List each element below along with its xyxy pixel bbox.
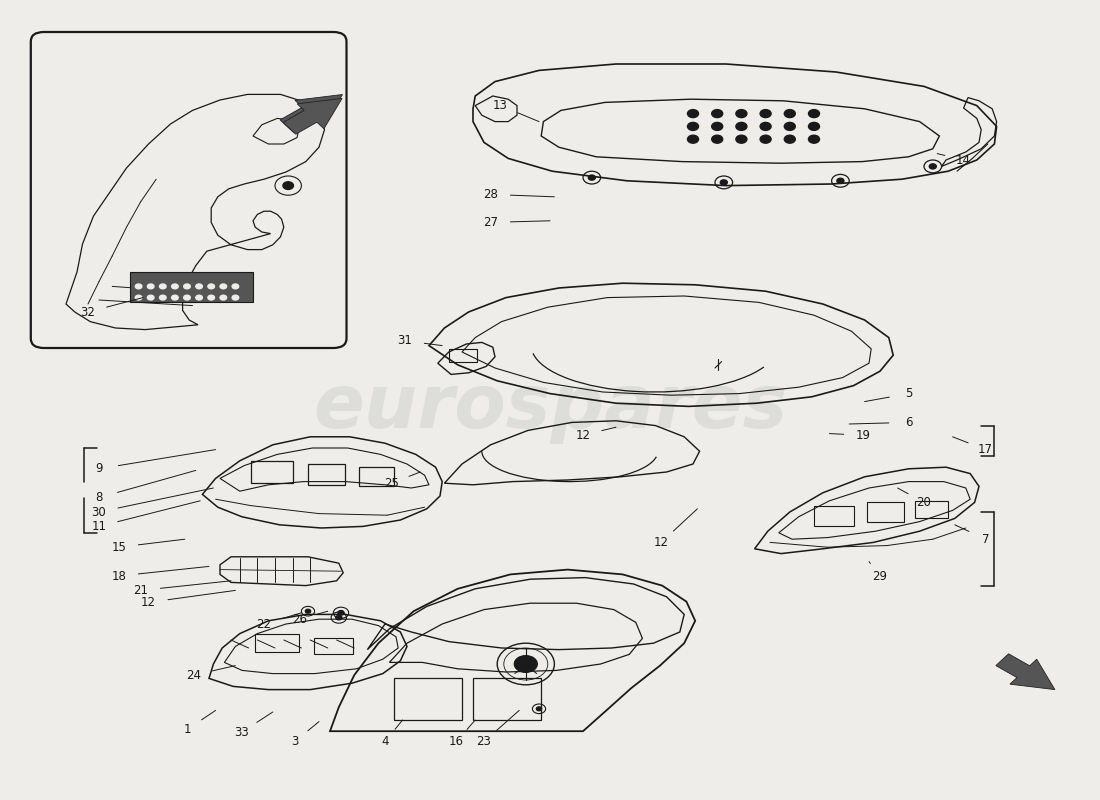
Circle shape	[196, 295, 202, 300]
Text: 13: 13	[493, 99, 508, 112]
Circle shape	[760, 135, 771, 143]
Circle shape	[712, 110, 723, 118]
Circle shape	[184, 284, 190, 289]
Circle shape	[208, 295, 214, 300]
Circle shape	[736, 110, 747, 118]
Text: 9: 9	[96, 462, 102, 475]
Bar	[255, 634, 299, 652]
Text: 7: 7	[982, 533, 989, 546]
Circle shape	[232, 284, 239, 289]
Circle shape	[160, 295, 166, 300]
Polygon shape	[996, 654, 1055, 690]
Text: 8: 8	[96, 491, 102, 504]
Text: 26: 26	[292, 613, 307, 626]
Polygon shape	[283, 98, 342, 134]
Text: 5: 5	[905, 387, 912, 400]
Bar	[394, 678, 462, 720]
Circle shape	[736, 122, 747, 130]
Circle shape	[784, 135, 795, 143]
Circle shape	[135, 295, 142, 300]
Bar	[449, 349, 477, 362]
Circle shape	[712, 122, 723, 130]
Polygon shape	[280, 94, 342, 132]
Text: eurospares: eurospares	[312, 371, 788, 445]
Bar	[915, 501, 948, 518]
Bar	[359, 467, 394, 486]
Text: 30: 30	[91, 506, 107, 518]
Circle shape	[135, 284, 142, 289]
Circle shape	[712, 135, 723, 143]
Text: 15: 15	[111, 541, 126, 554]
Text: 21: 21	[133, 584, 148, 597]
Circle shape	[688, 122, 698, 130]
Bar	[130, 272, 253, 302]
Text: 12: 12	[141, 596, 156, 609]
Circle shape	[808, 122, 820, 130]
Bar	[867, 502, 904, 522]
Text: 17: 17	[978, 443, 993, 456]
Circle shape	[517, 658, 535, 670]
Circle shape	[515, 656, 537, 672]
Text: 24: 24	[186, 669, 201, 682]
Text: 27: 27	[483, 216, 498, 229]
Circle shape	[808, 135, 820, 143]
Circle shape	[160, 284, 166, 289]
Text: 23: 23	[476, 735, 492, 748]
Circle shape	[808, 110, 820, 118]
Bar	[308, 464, 345, 485]
Text: 31: 31	[397, 334, 412, 347]
Text: 18: 18	[111, 570, 126, 582]
Circle shape	[688, 135, 698, 143]
Circle shape	[760, 110, 771, 118]
Circle shape	[736, 135, 747, 143]
Circle shape	[588, 175, 595, 180]
Bar	[814, 506, 854, 526]
Circle shape	[196, 284, 202, 289]
Text: 29: 29	[872, 570, 888, 582]
Bar	[314, 638, 353, 654]
Text: 32: 32	[80, 306, 96, 318]
Circle shape	[837, 178, 844, 183]
Text: 25: 25	[384, 477, 399, 490]
Circle shape	[220, 295, 227, 300]
Circle shape	[784, 110, 795, 118]
Circle shape	[232, 295, 239, 300]
Text: 19: 19	[856, 429, 871, 442]
Circle shape	[930, 164, 936, 169]
Circle shape	[306, 610, 310, 613]
Circle shape	[147, 295, 154, 300]
Circle shape	[537, 707, 541, 710]
Circle shape	[784, 122, 795, 130]
Circle shape	[338, 610, 344, 615]
Bar	[251, 461, 293, 483]
Circle shape	[336, 615, 342, 620]
Text: 20: 20	[916, 496, 932, 509]
Text: 33: 33	[234, 726, 250, 738]
Text: 6: 6	[905, 416, 912, 429]
Circle shape	[220, 284, 227, 289]
Text: 12: 12	[653, 536, 669, 549]
Text: 16: 16	[449, 735, 464, 748]
Circle shape	[172, 295, 178, 300]
Text: 4: 4	[382, 735, 388, 748]
Text: 28: 28	[483, 188, 498, 201]
Bar	[473, 678, 541, 720]
Circle shape	[760, 122, 771, 130]
Circle shape	[720, 180, 727, 185]
Circle shape	[283, 182, 294, 190]
Circle shape	[172, 284, 178, 289]
Circle shape	[147, 284, 154, 289]
Text: 3: 3	[292, 735, 298, 748]
Text: 14: 14	[956, 154, 971, 166]
Text: 11: 11	[91, 520, 107, 533]
Circle shape	[208, 284, 214, 289]
Circle shape	[688, 110, 698, 118]
Text: 12: 12	[575, 429, 591, 442]
FancyBboxPatch shape	[31, 32, 346, 348]
Text: 1: 1	[184, 723, 190, 736]
Circle shape	[184, 295, 190, 300]
Text: 22: 22	[256, 618, 272, 630]
